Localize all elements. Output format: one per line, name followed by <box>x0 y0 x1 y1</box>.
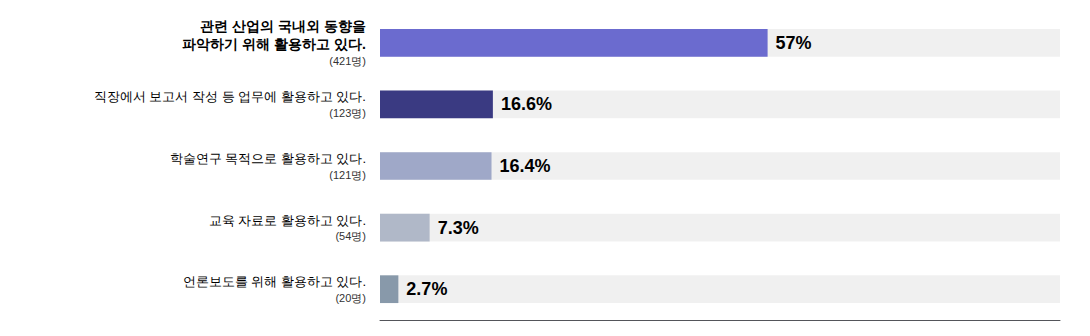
svg-text:파악하기 위해 활용하고 있다.: 파악하기 위해 활용하고 있다. <box>182 36 366 52</box>
svg-text:학술연구 목적으로 활용하고 있다.: 학술연구 목적으로 활용하고 있다. <box>170 151 366 166</box>
svg-text:(54명): (54명) <box>335 230 366 242</box>
svg-text:언론보도를 위해 활용하고 있다.: 언론보도를 위해 활용하고 있다. <box>183 274 366 289</box>
svg-text:16.4%: 16.4% <box>500 156 551 176</box>
svg-text:(123명): (123명) <box>329 107 366 119</box>
svg-text:2.7%: 2.7% <box>406 279 447 299</box>
svg-text:교육 자료로 활용하고 있다.: 교육 자료로 활용하고 있다. <box>209 213 366 228</box>
svg-text:16.6%: 16.6% <box>501 94 552 114</box>
svg-text:(20명): (20명) <box>335 292 366 304</box>
svg-text:(121명): (121명) <box>329 169 366 181</box>
svg-text:7.3%: 7.3% <box>438 218 479 238</box>
svg-text:57%: 57% <box>776 33 812 53</box>
svg-text:직장에서 보고서 작성 등 업무에 활용하고 있다.: 직장에서 보고서 작성 등 업무에 활용하고 있다. <box>94 89 366 104</box>
svg-text:(421명): (421명) <box>329 55 366 67</box>
svg-text:관련 산업의 국내외 동향을: 관련 산업의 국내외 동향을 <box>200 18 366 34</box>
